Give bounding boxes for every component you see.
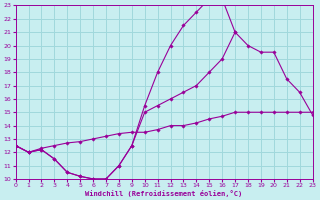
X-axis label: Windchill (Refroidissement éolien,°C): Windchill (Refroidissement éolien,°C) [85, 190, 243, 197]
